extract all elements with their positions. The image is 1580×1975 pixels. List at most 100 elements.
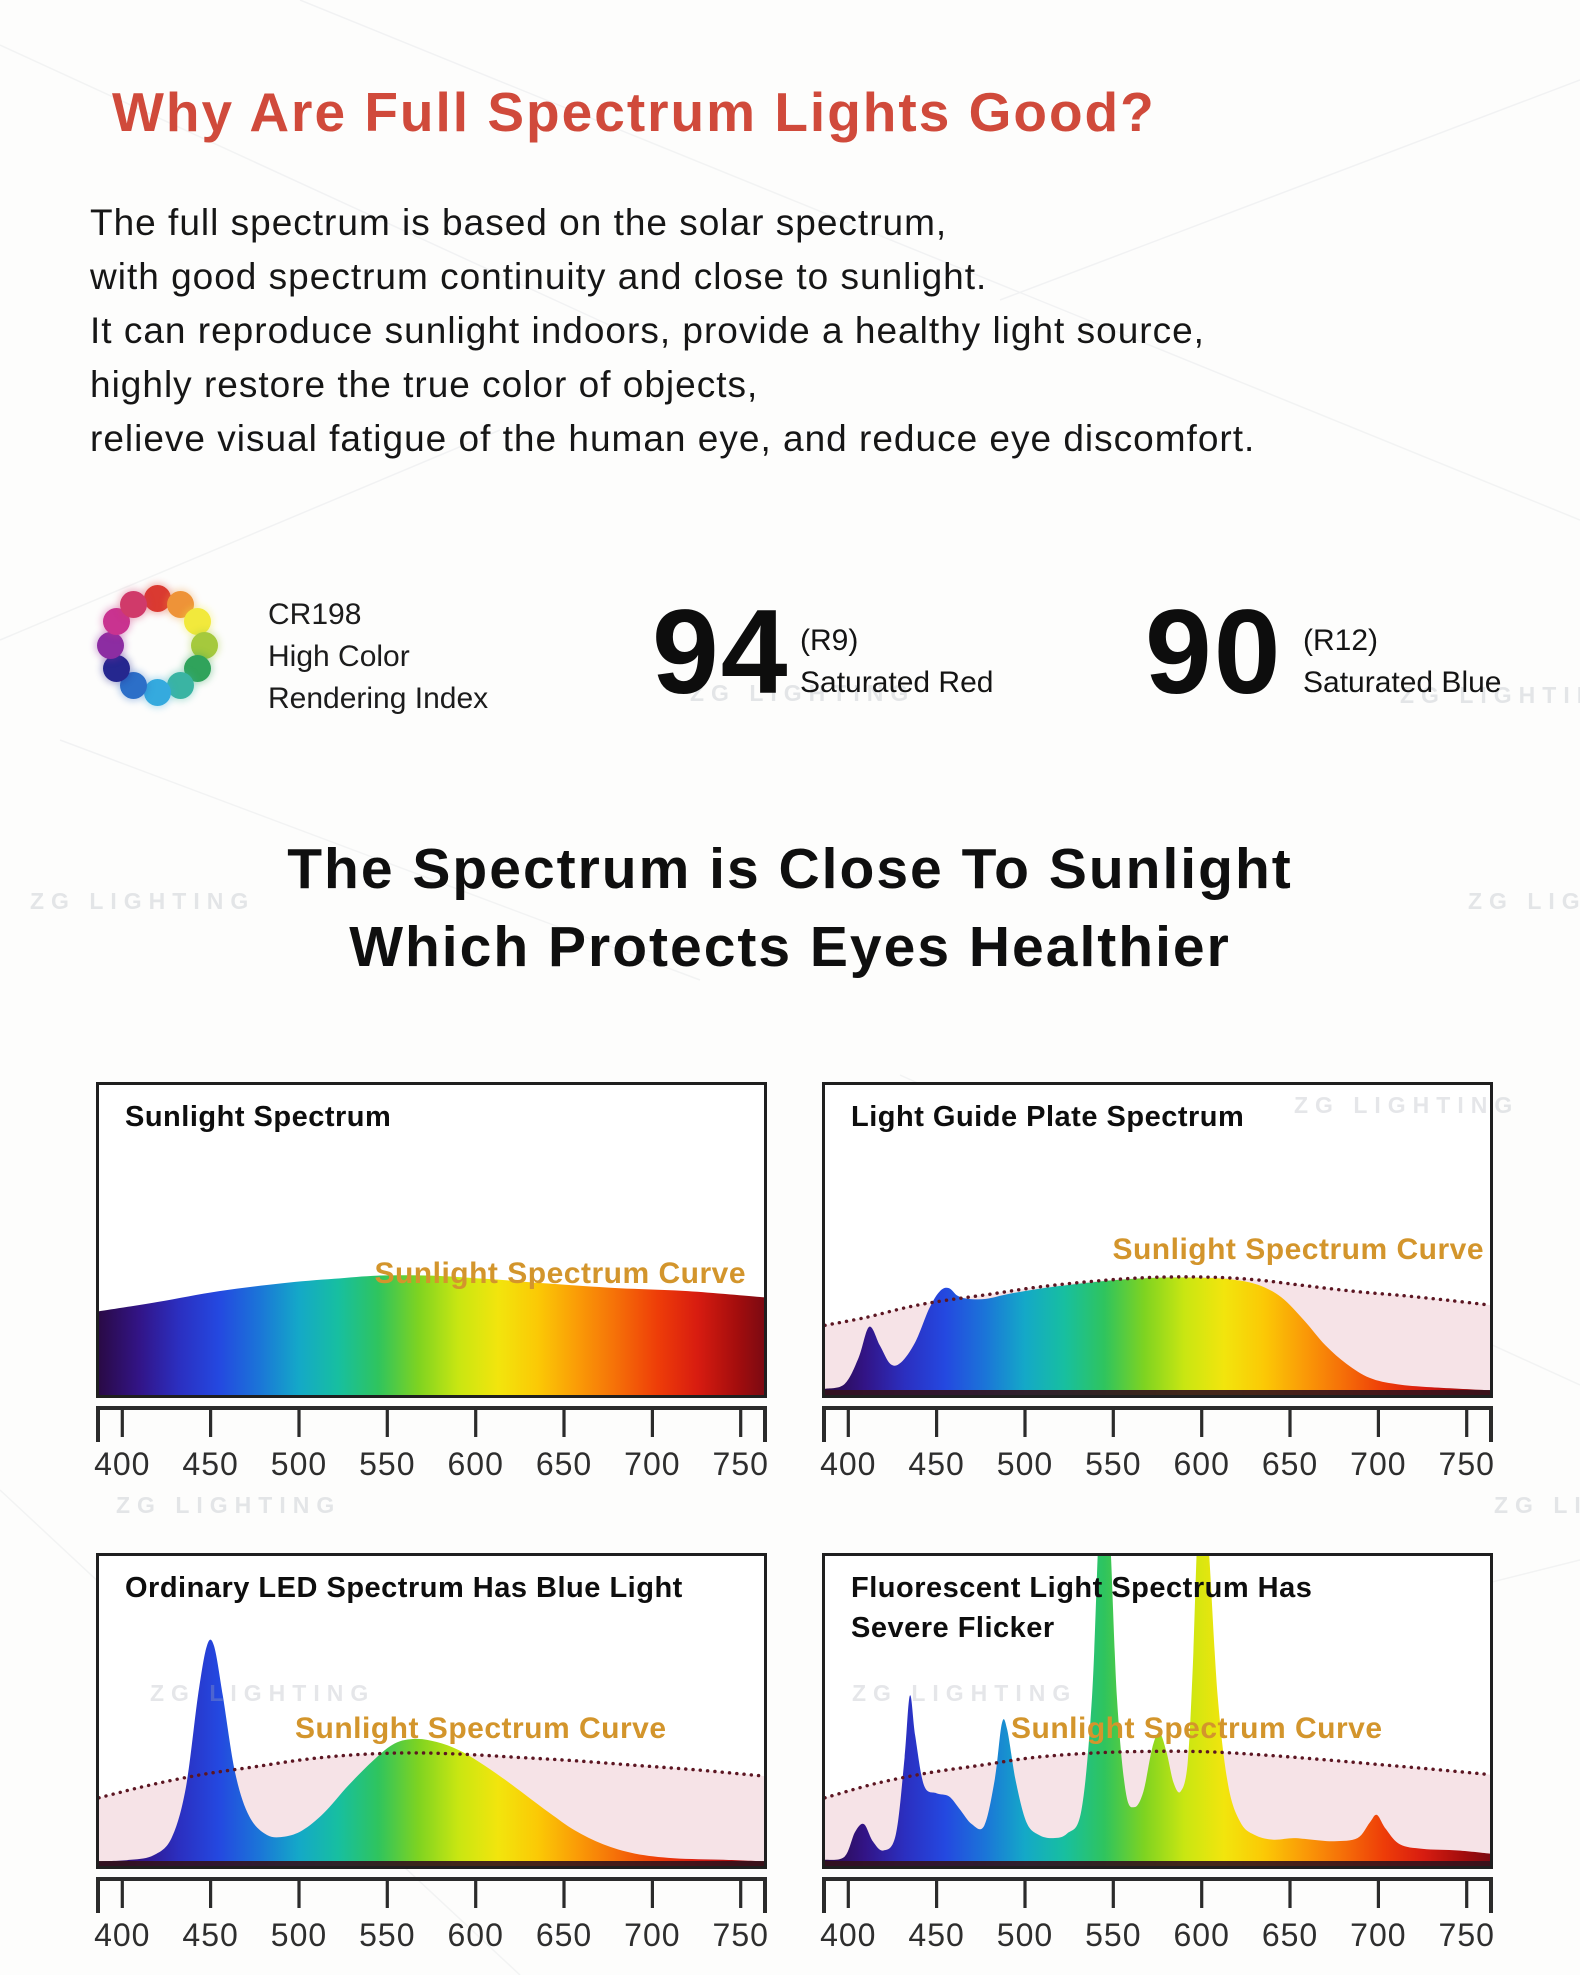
chart-title-line: Sunlight Spectrum: [125, 1101, 392, 1133]
color-wheel-dot: [190, 631, 218, 659]
color-wheel-dot: [120, 590, 147, 618]
x-tick-label: 750: [712, 1446, 769, 1482]
sunlight-curve-label: Sunlight Spectrum Curve: [1011, 1712, 1383, 1745]
x-axis-ticks: [96, 1877, 767, 1913]
sunlight-curve-label: Sunlight Spectrum Curve: [295, 1712, 667, 1745]
x-tick-label: 750: [1438, 1446, 1495, 1482]
color-wheel-dot: [143, 584, 171, 612]
x-tick-label: 750: [712, 1917, 769, 1953]
metric-saturated-red: 94 (R9) Saturated Red: [652, 585, 993, 719]
sunlight-dotted-curve: [99, 1751, 764, 1800]
sunlight-curve-label: Sunlight Spectrum Curve: [1112, 1233, 1484, 1266]
cri-code: CR198: [268, 598, 362, 631]
x-axis-ticks: [822, 1877, 1493, 1913]
watermark: ZG LIGHTING: [852, 1680, 1078, 1706]
color-wheel-dot: [184, 608, 212, 635]
chart-sunlight-spectrum: Sunlight Spectrum Sunlight Spectrum Curv…: [96, 1082, 767, 1398]
chart-title-line: Severe Flicker: [851, 1612, 1055, 1644]
metric-value: 90: [1145, 585, 1283, 719]
chart-title-line: Fluorescent Light Spectrum Has: [851, 1572, 1313, 1604]
intro-line: with good spectrum continuity and close …: [90, 256, 988, 297]
chart-title: Light Guide Plate Spectrum: [851, 1097, 1244, 1137]
x-tick-label: 400: [820, 1917, 877, 1953]
watermark: ZG LIGHTING: [1494, 1492, 1580, 1518]
x-tick-label: 450: [182, 1446, 239, 1482]
x-axis-wavelength: 400 450 500 550 600 650 700 750: [94, 1877, 769, 1961]
intro-line: relieve visual fatigue of the human eye,…: [90, 418, 1256, 459]
section-heading-line2: Which Protects Eyes Healthier: [349, 915, 1231, 979]
cri-line1: High Color: [268, 640, 410, 673]
x-tick-label: 600: [1173, 1917, 1230, 1953]
x-axis-ticks: [96, 1406, 767, 1442]
x-tick-label: 650: [535, 1446, 593, 1482]
chart-fluorescent-light-spectrum: Fluorescent Light Spectrum Has Severe Fl…: [822, 1553, 1493, 1869]
chart-light-guide-plate-spectrum: Light Guide Plate Spectrum Sunlight Spec…: [822, 1082, 1493, 1398]
x-tick-label: 450: [908, 1446, 965, 1482]
x-tick-label: 400: [820, 1446, 877, 1482]
metric-caption: (R9) Saturated Red: [800, 620, 993, 704]
watermark: ZG LIGHTING: [690, 680, 916, 706]
chart-title: Sunlight Spectrum: [125, 1097, 391, 1137]
section-heading-line1: The Spectrum is Close To Sunlight: [287, 837, 1293, 901]
x-tick-label: 600: [447, 1917, 504, 1953]
watermark: ZG LIGHTING: [1294, 1092, 1520, 1118]
x-tick-label: 500: [996, 1446, 1054, 1482]
watermark: ZG LIGHTING: [150, 1680, 376, 1706]
sunlight-dotted-curve: [825, 1275, 1490, 1327]
intro-paragraph: The full spectrum is based on the solar …: [90, 196, 1255, 466]
spectrum-plot: [99, 1275, 764, 1395]
color-wheel-dot: [102, 655, 130, 682]
x-tick-label: 600: [1173, 1446, 1230, 1482]
chart-title: Fluorescent Light Spectrum Has Severe Fl…: [851, 1568, 1312, 1648]
x-tick-label: 550: [1085, 1917, 1142, 1953]
watermark: ZG LIGHTING: [1400, 682, 1580, 708]
spectrum-plot: [825, 1556, 1490, 1866]
baseline-strip: [825, 1390, 1490, 1395]
metric-ref: (R9): [800, 624, 859, 657]
metric-label: Saturated Red: [800, 666, 994, 699]
watermark: ZG LIGHTING: [1468, 888, 1580, 914]
x-tick-label: 700: [1350, 1446, 1407, 1482]
x-tick-label: 650: [1261, 1917, 1319, 1953]
x-tick-label: 400: [94, 1917, 151, 1953]
chart-ordinary-led-spectrum: Ordinary LED Spectrum Has Blue Light Sun…: [96, 1553, 767, 1869]
x-tick-label: 650: [535, 1917, 593, 1953]
x-tick-label: 450: [908, 1917, 965, 1953]
watermark: ZG LIGHTING: [116, 1492, 342, 1518]
x-tick-label: 500: [996, 1917, 1054, 1953]
x-tick-label: 550: [359, 1446, 416, 1482]
x-tick-label: 550: [1085, 1446, 1142, 1482]
x-tick-label: 700: [1350, 1917, 1407, 1953]
x-tick-label: 750: [1438, 1917, 1495, 1953]
spectrum-area: [825, 1277, 1490, 1395]
x-axis-ticks: [822, 1406, 1493, 1442]
spectrum-area: [99, 1275, 764, 1395]
metric-saturated-blue: 90 (R12) Saturated Blue: [1145, 585, 1501, 719]
metric-caption: (R12) Saturated Blue: [1303, 620, 1501, 704]
intro-line: The full spectrum is based on the solar …: [90, 202, 948, 243]
x-tick-label: 600: [447, 1446, 504, 1482]
sunlight-curve-label: Sunlight Spectrum Curve: [374, 1257, 746, 1290]
spectrum-plot: [825, 1275, 1490, 1395]
watermark: ZG LIGHTING: [30, 888, 256, 914]
x-tick-label: 400: [94, 1446, 151, 1482]
metric-ref: (R12): [1303, 624, 1379, 657]
sunlight-dotted-curve: [825, 1749, 1490, 1800]
cri-line2: Rendering Index: [268, 682, 489, 715]
chart-title-line: Ordinary LED Spectrum Has Blue Light: [125, 1572, 683, 1604]
baseline-strip: [99, 1861, 764, 1866]
x-axis-wavelength: 400 450 500 550 600 650 700 750: [94, 1406, 769, 1490]
intro-line: highly restore the true color of objects…: [90, 364, 759, 405]
color-wheel-icon: [96, 584, 218, 706]
x-tick-label: 450: [182, 1917, 239, 1953]
baseline-strip: [825, 1861, 1490, 1866]
color-wheel-dot: [143, 678, 171, 706]
metric-value: 94: [652, 585, 790, 719]
chart-title-line: Light Guide Plate Spectrum: [851, 1101, 1245, 1133]
x-tick-label: 700: [624, 1446, 681, 1482]
x-axis-wavelength: 400 450 500 550 600 650 700 750: [820, 1877, 1495, 1961]
cri-description: CR198 High Color Rendering Index: [268, 594, 488, 720]
x-tick-label: 500: [270, 1446, 328, 1482]
x-tick-label: 650: [1261, 1446, 1319, 1482]
